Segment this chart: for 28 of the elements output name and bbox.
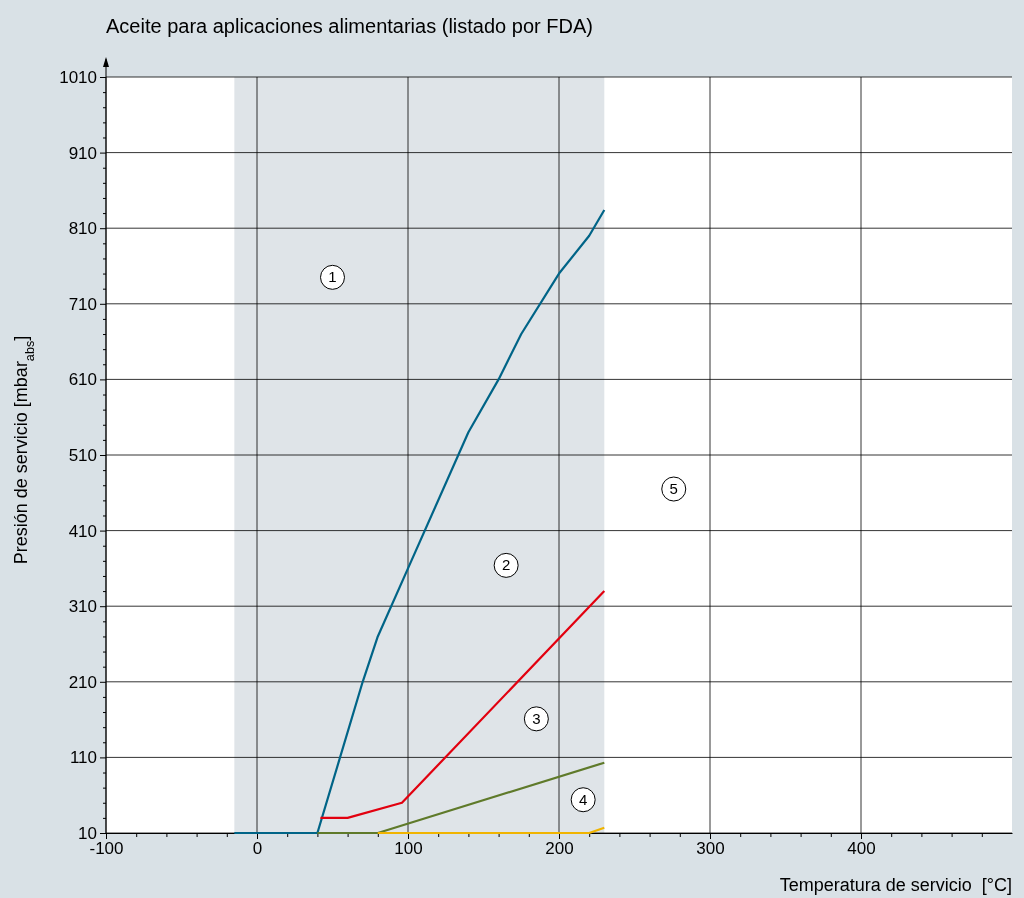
x-tick-label: 200	[545, 839, 574, 859]
annotation: 3	[532, 709, 541, 727]
x-tick-label: 400	[847, 839, 876, 859]
annotation: 4	[578, 790, 588, 808]
circled-label: 5	[661, 476, 687, 502]
y-tick-label: 410	[68, 521, 97, 541]
y-tick-label: 110	[69, 748, 97, 768]
y-tick-label: 210	[68, 672, 97, 692]
x-tick-label: 300	[696, 839, 725, 859]
annotation: 2	[501, 556, 511, 574]
x-tick-label: 0	[252, 839, 263, 859]
line-series	[233, 208, 606, 835]
y-tick-label: 510	[68, 445, 97, 465]
y-tick-label: 610	[68, 370, 97, 390]
x-axis-title: Temperatura de servicio [°C]	[779, 875, 1012, 895]
circled-label: 3	[523, 706, 549, 732]
chart-title: Aceite para aplicaciones alimentarias (listado por FDA)	[106, 15, 593, 37]
circled-label: 1	[320, 264, 345, 290]
circled-label: 4	[570, 787, 596, 813]
annotation: 1	[328, 268, 337, 286]
y-tick-label: 810	[68, 219, 97, 239]
y-tick-label: 710	[68, 294, 97, 314]
y-tick-label: 910	[68, 143, 97, 163]
annotation: 5	[669, 480, 678, 498]
x-tick-label: 100	[394, 839, 423, 859]
y-tick-label: 310	[68, 597, 97, 617]
circled-label: 2	[493, 552, 519, 578]
y-tick-label: 1010	[59, 67, 97, 87]
